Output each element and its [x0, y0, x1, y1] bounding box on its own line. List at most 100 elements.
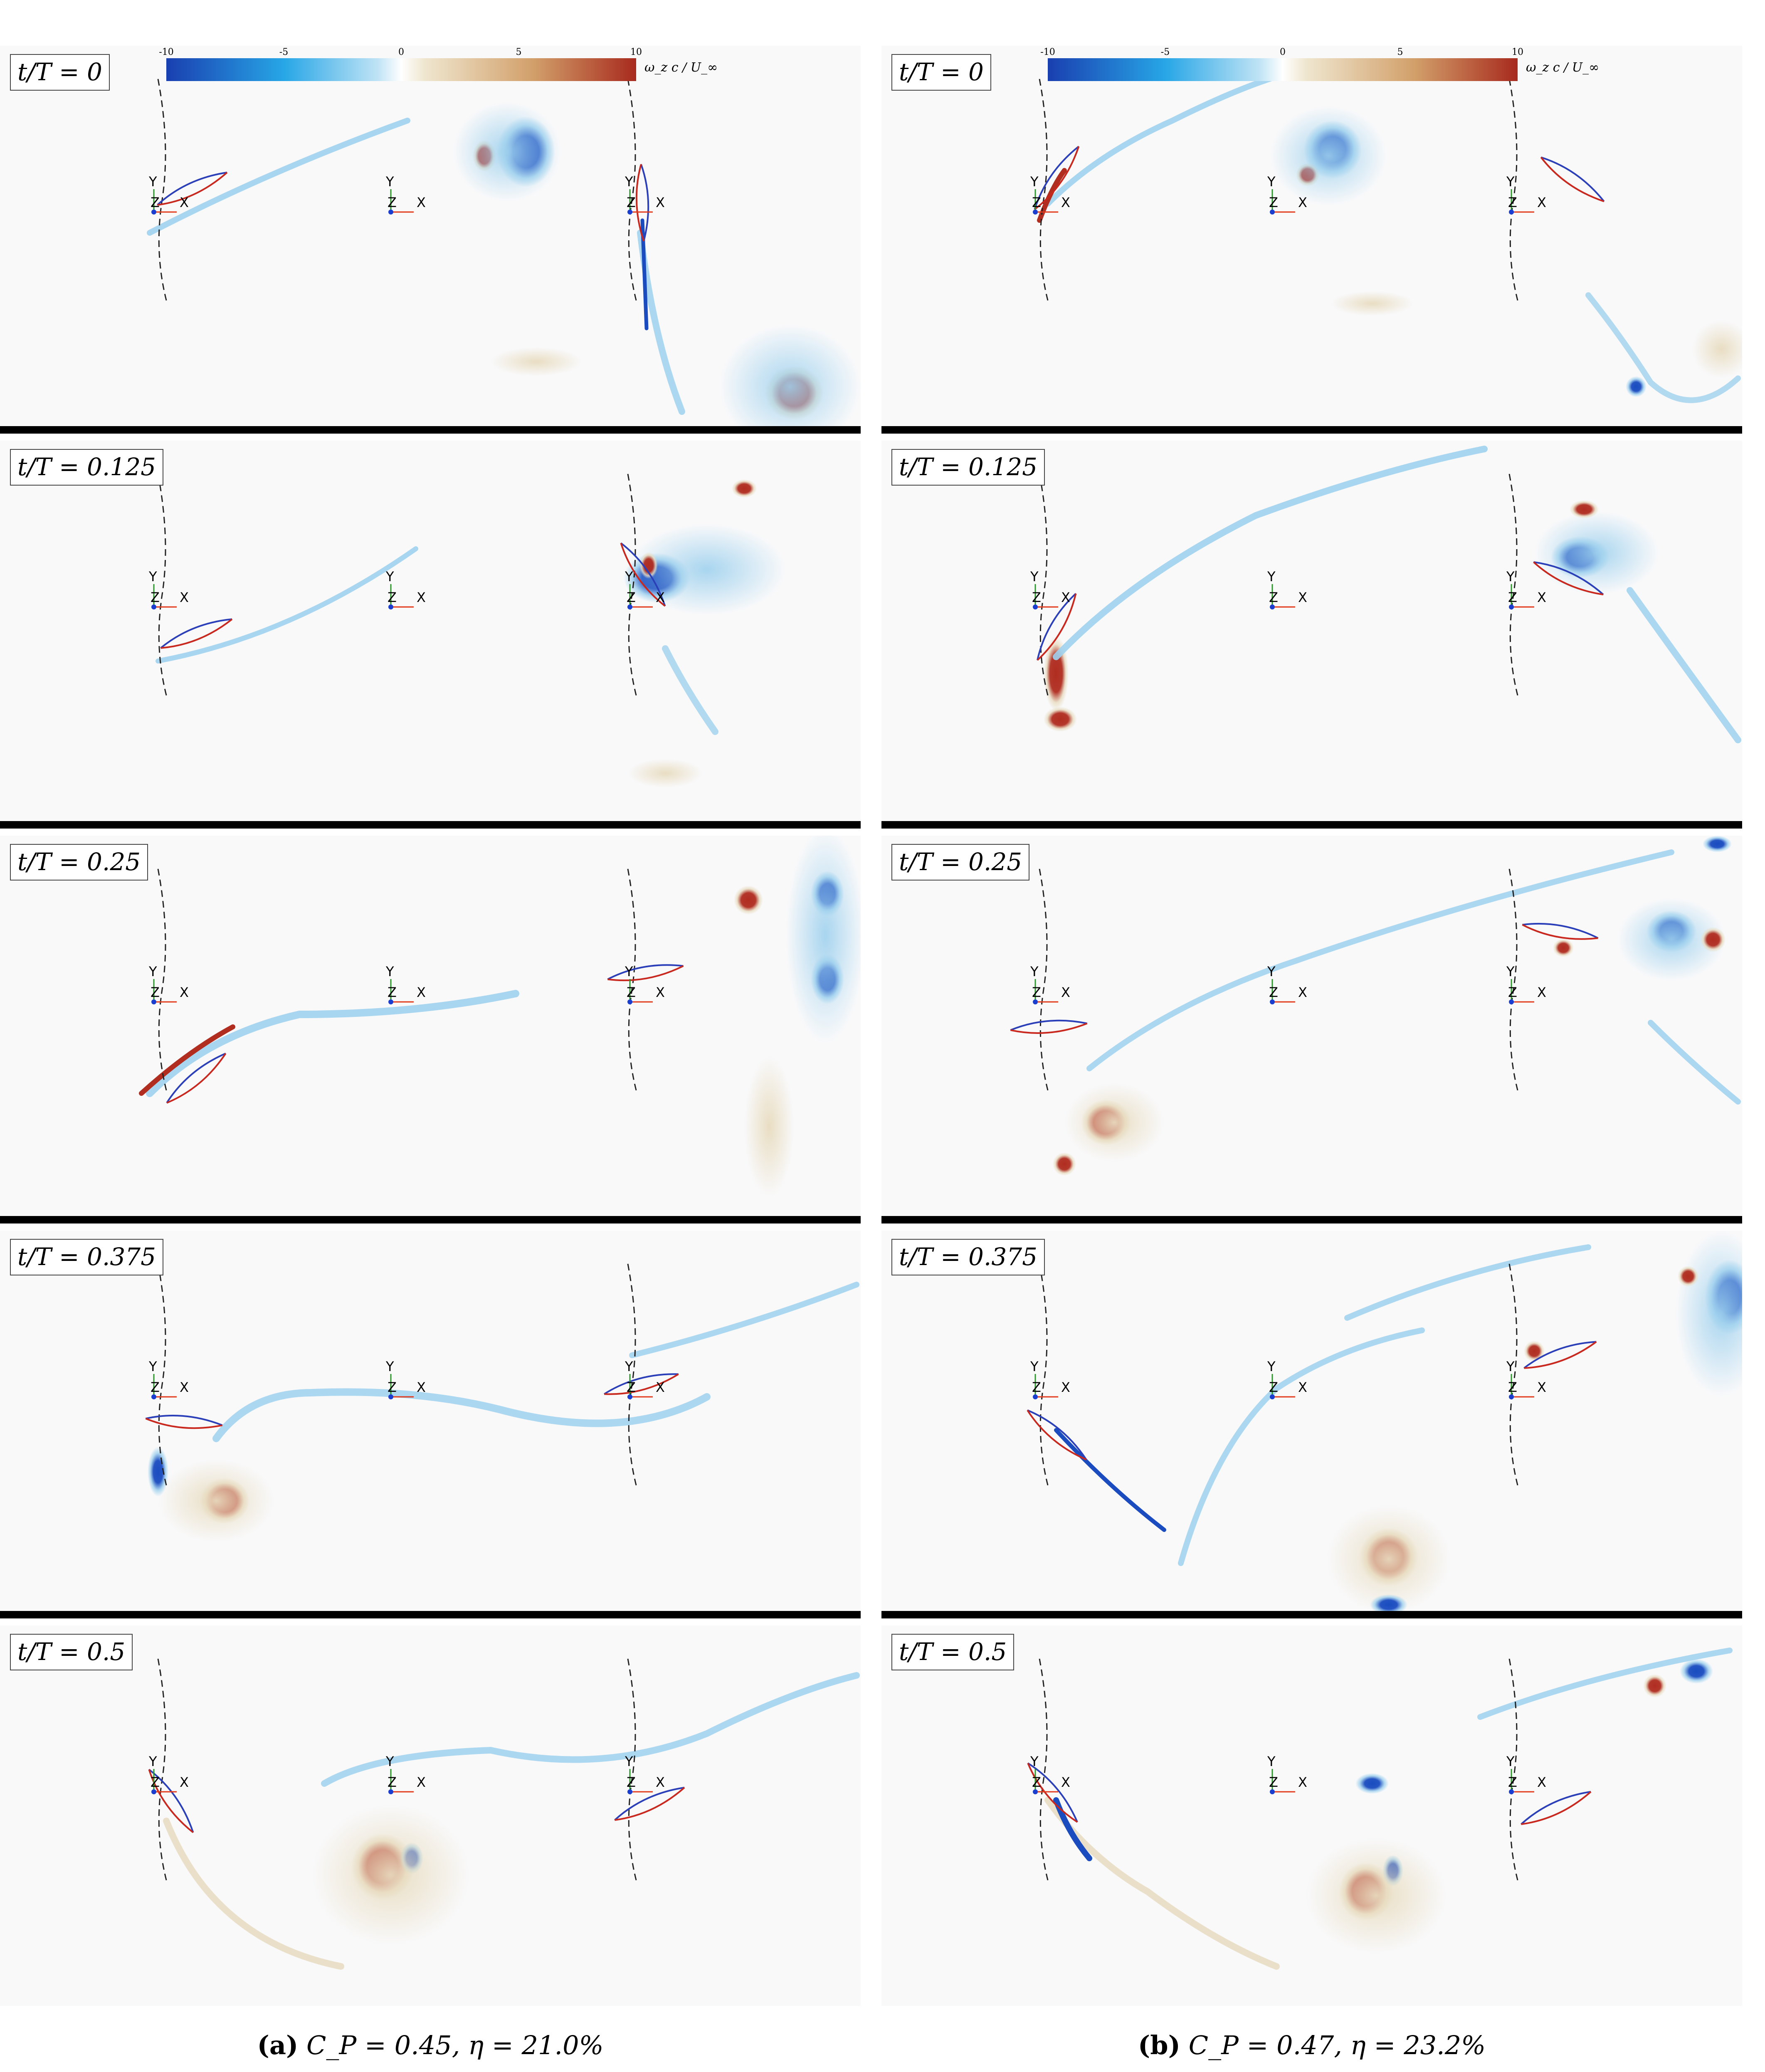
- vortex: [732, 479, 757, 498]
- axis-x-label: X: [656, 195, 665, 210]
- axis-y-label: Y: [1030, 174, 1039, 190]
- axis-y-label: Y: [1506, 569, 1515, 585]
- colorbar-tick: -5: [279, 47, 288, 57]
- axis-z-label: Z: [1269, 590, 1278, 605]
- coordinate-triad: YZ X: [148, 1754, 189, 1794]
- axis-y-label: Y: [1267, 1754, 1276, 1769]
- axis-z-label: Z: [151, 195, 160, 210]
- colorbar-tick: 5: [516, 47, 522, 57]
- vortex: [1524, 1341, 1545, 1362]
- coordinate-triad: YZ X: [385, 1359, 426, 1399]
- axis-y-label: Y: [1030, 964, 1039, 979]
- blade-trajectory-arc: [157, 1263, 168, 1489]
- axis-x-label: X: [656, 984, 665, 1000]
- blade-trajectory-arc: [157, 868, 168, 1094]
- axis-z-label: Z: [388, 195, 397, 210]
- axis-x-label: X: [656, 590, 665, 605]
- hydrofoil: [607, 964, 684, 982]
- axis-z-label: Z: [627, 984, 636, 1000]
- colorbar-tick: 0: [398, 47, 404, 57]
- field-background: [881, 441, 1742, 821]
- vortex: [158, 1459, 274, 1542]
- time-label: t/T = 0: [891, 54, 991, 91]
- axis-x-label: X: [1298, 590, 1307, 605]
- axis-y-label: Y: [1267, 1359, 1276, 1374]
- wake-streak: [1053, 446, 1488, 660]
- axis-x-label: X: [180, 1379, 189, 1395]
- caption-letter: (a): [257, 2030, 299, 2060]
- time-label: t/T = 0: [10, 54, 110, 91]
- axis-y-label: Y: [1506, 1359, 1515, 1374]
- axis-x-label: X: [1061, 1774, 1070, 1790]
- colorbar-tick: 0: [1280, 47, 1286, 57]
- wake-streak: [1178, 1327, 1425, 1566]
- axis-y-label: Y: [1267, 569, 1276, 585]
- vortex: [719, 324, 861, 426]
- wake-streak: [1086, 849, 1674, 1071]
- vorticity-field-b-3: YZ XYZ XYZ X: [881, 1231, 1742, 1611]
- axis-x-label: X: [1298, 1774, 1307, 1790]
- time-label: t/T = 0.25: [891, 844, 1030, 881]
- axis-y-label: Y: [385, 1359, 394, 1374]
- blade-trajectory-arc: [157, 1658, 168, 1884]
- blade-trajectory-arc: [1508, 1658, 1519, 1884]
- wake-streak: [1585, 292, 1741, 403]
- hydrofoil: [160, 618, 233, 649]
- vortex: [1678, 1266, 1698, 1287]
- axis-x-label: X: [1061, 195, 1070, 210]
- vortex: [453, 102, 561, 202]
- wake-streak: [146, 990, 519, 1097]
- axis-z-label: Z: [627, 1774, 636, 1790]
- blade-trajectory-arc: [1039, 79, 1049, 304]
- wake-streak: [212, 1388, 711, 1442]
- coordinate-triad: YZ X: [1506, 1359, 1546, 1399]
- blade-trajectory-arc: [1039, 868, 1049, 1094]
- blade-trajectory-arc: [1508, 1263, 1519, 1489]
- axis-x-label: X: [1061, 590, 1070, 605]
- field-background: [0, 441, 861, 821]
- axis-x-label: X: [1061, 984, 1070, 1000]
- axis-x-label: X: [1298, 984, 1307, 1000]
- caption-b: (b) C_P = 0.47, η = 23.2%: [881, 2029, 1742, 2062]
- vortex: [1701, 927, 1726, 952]
- hydrofoil: [603, 1373, 679, 1395]
- vorticity-field-b-2: YZ XYZ XYZ X: [881, 836, 1742, 1216]
- axis-y-label: Y: [1030, 1754, 1039, 1769]
- vortex: [491, 347, 582, 376]
- colorbar-tick: -10: [1040, 47, 1055, 57]
- axis-x-label: X: [1537, 1379, 1546, 1395]
- axis-x-label: X: [180, 195, 189, 210]
- colorbar: -10 -5 0 5 10ω_z c / U_∞: [1040, 47, 1599, 81]
- panel-separator: [881, 1611, 1742, 1618]
- hydrofoil: [635, 164, 649, 242]
- coordinate-triad: YZ X: [148, 964, 189, 1004]
- vortex: [1643, 1674, 1666, 1697]
- panel-separator: [881, 821, 1742, 829]
- colorbar-gradient: [1048, 58, 1518, 81]
- wake-streak: [1054, 1428, 1166, 1532]
- coordinate-triad: YZ X: [1030, 174, 1070, 215]
- vortex: [628, 524, 786, 615]
- hydrofoil: [1522, 923, 1599, 940]
- vorticity-field-b-1: YZ XYZ XYZ X: [881, 441, 1742, 821]
- wake-streak: [1344, 1244, 1591, 1321]
- axis-z-label: Z: [1508, 590, 1517, 605]
- hydrofoil: [1533, 561, 1604, 596]
- vortex: [1064, 1083, 1164, 1162]
- blade-trajectory-arc: [627, 1263, 638, 1489]
- panel-separator: [0, 821, 861, 829]
- axis-x-label: X: [1537, 984, 1546, 1000]
- colorbar: -10 -5 0 5 10ω_z c / U_∞: [159, 47, 718, 81]
- coordinate-triad: YZ X: [385, 174, 426, 215]
- vorticity-field-a-3: YZ XYZ XYZ X: [0, 1231, 861, 1611]
- colorbar-unit-label: ω_z c / U_∞: [644, 60, 718, 75]
- panel-separator: [0, 1611, 861, 1618]
- axis-x-label: X: [417, 1774, 426, 1790]
- wake-streak: [139, 1024, 235, 1096]
- coordinate-triad: YZ X: [625, 1754, 665, 1794]
- hydrofoil: [1034, 146, 1080, 210]
